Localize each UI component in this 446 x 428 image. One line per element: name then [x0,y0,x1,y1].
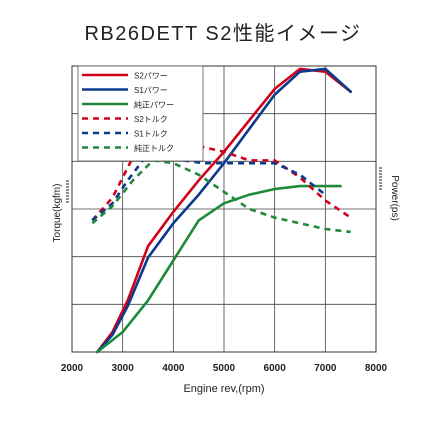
series-layer [91,67,353,354]
chart-title: RB26DETT S2性能イメージ [84,22,361,45]
plot-grid [71,65,377,353]
left-axis-ticks [66,180,69,203]
legend-label: S1パワー [134,86,168,95]
legend-label: S2トルク [134,115,168,124]
x-tick-label: 4000 [162,363,185,374]
x-tick-label: 7000 [314,363,337,374]
legend-box [77,65,204,162]
series-line-3 [96,184,342,354]
y-axis-label-right: Power(ps) [389,175,400,221]
legend-label: S2パワー [134,72,168,81]
x-axis-label: Engine rev,(rpm) [183,383,264,395]
x-tick-label: 3000 [112,363,135,374]
y-axis-label-left: Torque(kgfm) [52,184,63,243]
legend-label: 純正トルク [134,143,174,153]
x-tick-labels: 2000 3000 4000 5000 6000 7000 8000 [61,363,388,374]
series-line-1 [96,67,353,354]
x-tick-label: 2000 [61,363,84,374]
legend-label: S1トルク [134,130,168,139]
series-line-6 [91,159,351,234]
x-tick-label: 6000 [264,363,287,374]
series-line-5 [91,153,327,222]
right-axis-ticks [379,167,382,190]
x-tick-label: 8000 [365,363,388,374]
x-tick-label: 5000 [213,363,236,374]
series-line-4 [91,144,352,222]
series-line-2 [96,67,353,354]
legend-label: 純正パワー [134,100,174,110]
